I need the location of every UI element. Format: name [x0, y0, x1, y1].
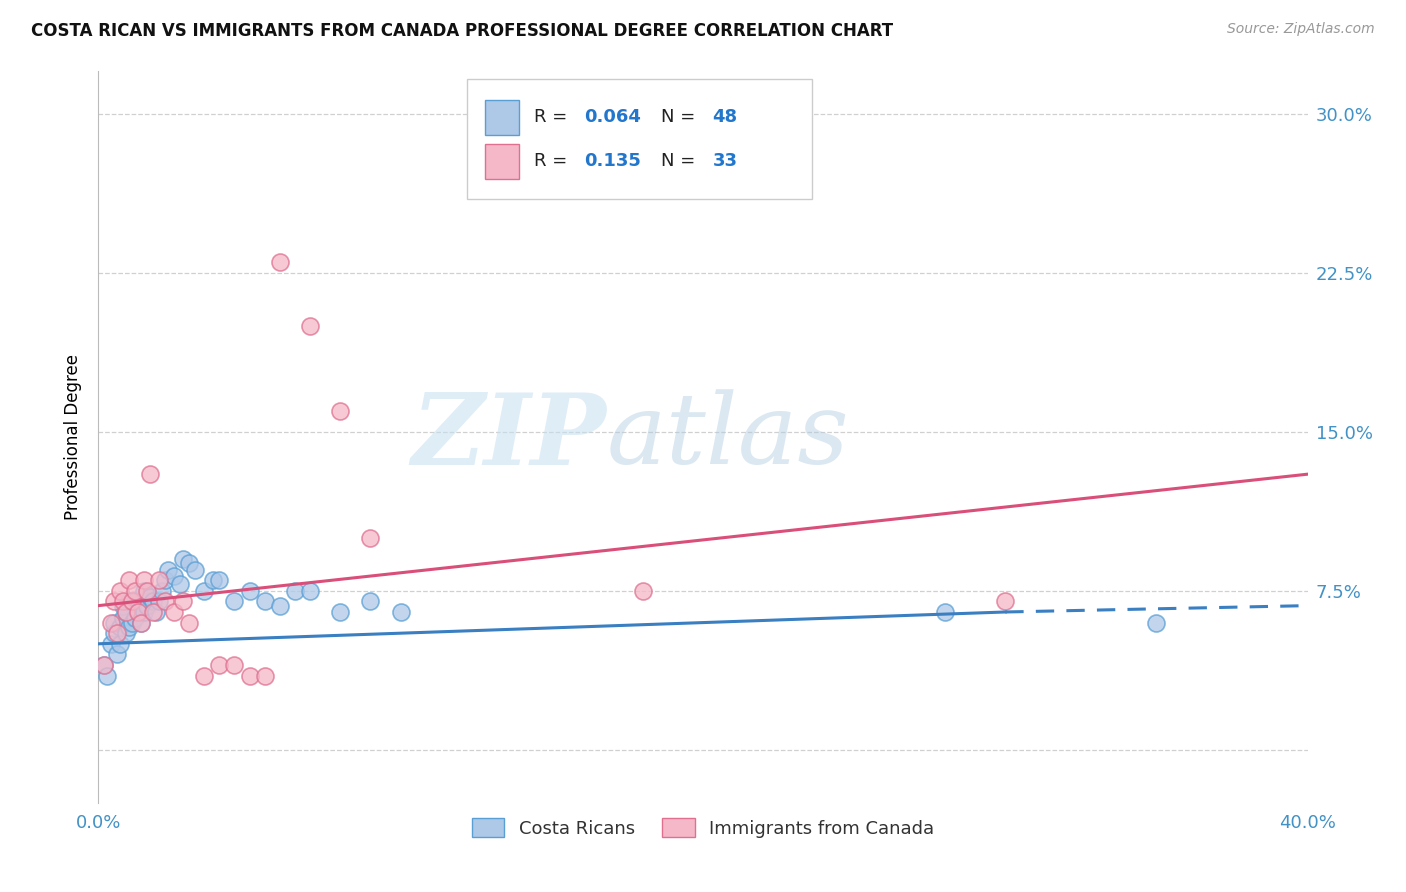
Point: [193, 668, 215, 682]
Text: 0.064: 0.064: [585, 109, 641, 127]
Text: atlas: atlas: [606, 390, 849, 484]
Text: ZIP: ZIP: [412, 389, 606, 485]
Y-axis label: Professional Degree: Professional Degree: [65, 354, 83, 520]
Point: [360, 531, 382, 545]
Point: [135, 599, 157, 613]
Point: [111, 594, 134, 608]
Text: 33: 33: [713, 153, 738, 170]
Point: [148, 594, 170, 608]
Point: [253, 594, 276, 608]
Point: [153, 594, 176, 608]
Point: [127, 605, 149, 619]
Point: [114, 605, 136, 619]
Point: [269, 599, 291, 613]
Point: [132, 573, 155, 587]
Text: N =: N =: [661, 153, 700, 170]
Point: [172, 594, 194, 608]
Legend: Costa Ricans, Immigrants from Canada: Costa Ricans, Immigrants from Canada: [464, 811, 942, 845]
Point: [127, 605, 149, 619]
Point: [111, 599, 134, 613]
Point: [100, 615, 122, 630]
Point: [208, 658, 231, 673]
Point: [193, 583, 215, 598]
Point: [631, 583, 654, 598]
Point: [118, 573, 141, 587]
Point: [239, 668, 262, 682]
Text: N =: N =: [661, 109, 700, 127]
FancyBboxPatch shape: [485, 144, 519, 179]
Point: [150, 583, 173, 598]
Point: [172, 552, 194, 566]
Point: [100, 637, 122, 651]
Point: [934, 605, 956, 619]
Point: [163, 605, 186, 619]
Point: [184, 563, 207, 577]
Point: [163, 569, 186, 583]
Point: [121, 594, 143, 608]
Point: [145, 605, 167, 619]
Point: [299, 583, 322, 598]
Point: [118, 594, 141, 608]
Point: [108, 583, 131, 598]
Point: [129, 615, 152, 630]
Point: [284, 583, 307, 598]
Point: [299, 318, 322, 333]
Point: [224, 658, 246, 673]
Point: [179, 615, 201, 630]
Point: [329, 403, 352, 417]
Point: [360, 594, 382, 608]
Point: [103, 594, 125, 608]
Point: [124, 594, 146, 608]
Point: [224, 594, 246, 608]
Point: [132, 583, 155, 598]
Point: [153, 573, 176, 587]
Point: [139, 590, 162, 604]
Point: [389, 605, 412, 619]
Point: [139, 467, 162, 482]
FancyBboxPatch shape: [467, 78, 811, 200]
Point: [269, 255, 291, 269]
Point: [124, 583, 146, 598]
Point: [156, 563, 179, 577]
Point: [142, 594, 165, 608]
Point: [253, 668, 276, 682]
Point: [114, 626, 136, 640]
Point: [108, 620, 131, 634]
FancyBboxPatch shape: [485, 100, 519, 135]
Text: R =: R =: [534, 153, 572, 170]
Point: [129, 615, 152, 630]
Point: [510, 149, 533, 163]
Text: 0.135: 0.135: [585, 153, 641, 170]
Point: [179, 556, 201, 570]
Point: [105, 626, 128, 640]
Point: [169, 577, 191, 591]
Point: [142, 605, 165, 619]
Text: R =: R =: [534, 109, 572, 127]
Point: [124, 611, 146, 625]
Text: Source: ZipAtlas.com: Source: ZipAtlas.com: [1227, 22, 1375, 37]
Point: [103, 615, 125, 630]
Point: [135, 583, 157, 598]
Point: [132, 605, 155, 619]
Text: COSTA RICAN VS IMMIGRANTS FROM CANADA PROFESSIONAL DEGREE CORRELATION CHART: COSTA RICAN VS IMMIGRANTS FROM CANADA PR…: [31, 22, 893, 40]
Point: [208, 573, 231, 587]
Text: 48: 48: [713, 109, 738, 127]
Point: [329, 605, 352, 619]
Point: [114, 605, 136, 619]
Point: [103, 626, 125, 640]
Point: [93, 658, 115, 673]
Point: [105, 648, 128, 662]
Point: [93, 658, 115, 673]
Point: [239, 583, 262, 598]
Point: [96, 668, 118, 682]
Point: [202, 573, 225, 587]
Point: [121, 615, 143, 630]
Point: [111, 611, 134, 625]
Point: [148, 573, 170, 587]
Point: [1144, 615, 1167, 630]
Point: [108, 637, 131, 651]
Point: [118, 620, 141, 634]
Point: [994, 594, 1017, 608]
